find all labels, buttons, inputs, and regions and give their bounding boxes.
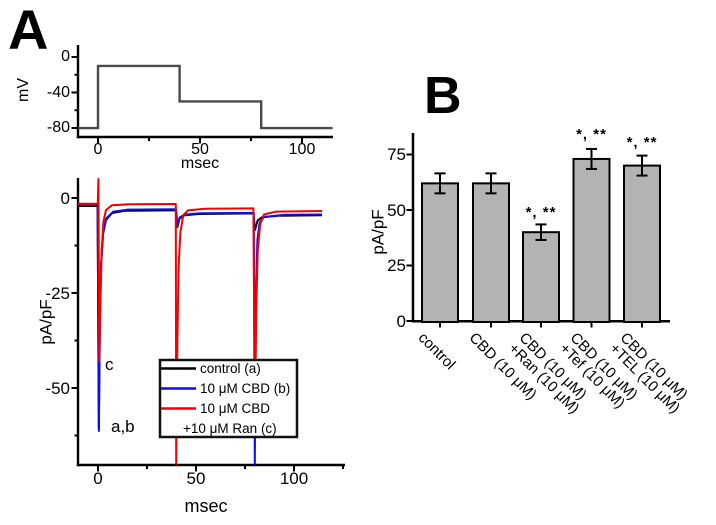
voltage-protocol-trace [78, 64, 333, 130]
va-ytick-40: -40 [46, 83, 70, 101]
sig-cbd-ran: *, ** [525, 204, 557, 221]
va-xtick-0: 0 [93, 141, 103, 158]
sig-cbd-tel: *, ** [626, 134, 658, 151]
va-ytick-0: 0 [61, 48, 70, 65]
annotation-trace-ab: a,b [111, 417, 135, 436]
legend-label-control: control (a) [200, 361, 261, 376]
ca-ytick-25: -25 [45, 284, 70, 303]
bar-cbd [472, 172, 510, 323]
panel-b-label: B [424, 67, 462, 125]
bars [421, 147, 661, 323]
ca-ylabel: pA/pF [36, 299, 56, 345]
va-ytick-80: -80 [46, 119, 70, 136]
b-ytick-0: 0 [396, 311, 406, 331]
ca-xtick-0: 0 [93, 469, 103, 488]
ca-xtick-50: 50 [186, 469, 206, 488]
ca-xlabel: msec [184, 496, 228, 516]
legend-label-cbd-ran-2: +10 μM Ran (c) [183, 421, 277, 436]
ca-ytick-0: 0 [60, 189, 70, 208]
va-xtick-50: 50 [191, 141, 209, 158]
bar-control [421, 172, 459, 323]
legend-box [158, 358, 299, 439]
legend-label-cbd: 10 μM CBD (b) [200, 381, 291, 396]
voltage-plot-axes [76, 45, 333, 139]
annotation-trace-c: c [105, 355, 114, 374]
voltage-plot-ticks [71, 56, 303, 144]
ca-ytick-50: -50 [45, 379, 70, 398]
b-ytick-25: 25 [387, 256, 406, 275]
bar-cbd-tel [623, 154, 661, 323]
bar-cbd-tef [572, 147, 611, 323]
trace-cbd-ran [78, 178, 323, 465]
current-plot-axes [76, 178, 345, 467]
b-ytick-75: 75 [387, 145, 406, 164]
b-ytick-50: 50 [387, 200, 406, 220]
ca-xtick-100: 100 [279, 469, 309, 488]
b-ylabel: pA/pF [368, 209, 388, 255]
current-plot-ticks [71, 197, 344, 472]
va-ylabel: mV [15, 78, 32, 102]
bar-cbd-ran [522, 223, 560, 323]
va-xtick-100: 100 [288, 141, 316, 158]
legend-label-cbd-ran-1: 10 μM CBD [200, 401, 271, 416]
va-xlabel: msec [180, 155, 220, 172]
sig-cbd-tef: *, ** [576, 126, 607, 143]
panel-a-label: A [8, 0, 49, 61]
